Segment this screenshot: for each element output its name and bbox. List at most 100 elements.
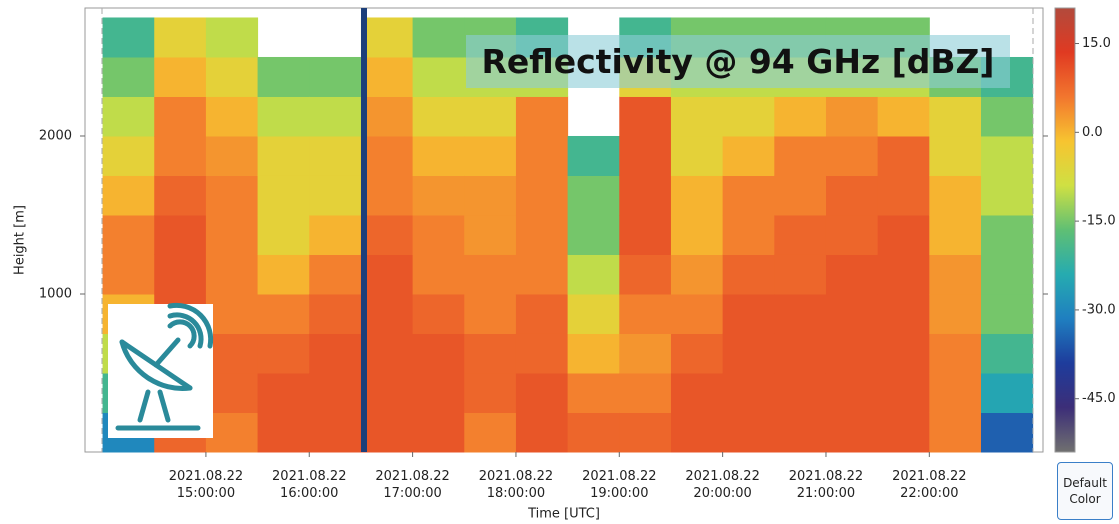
heatmap-cell [825, 412, 879, 453]
heatmap-cell [412, 214, 465, 255]
heatmap-cell [309, 412, 362, 453]
heatmap-cell [102, 96, 155, 137]
heatmap-cell [619, 293, 672, 334]
colorbar-tick-label: -45.0 [1082, 391, 1116, 406]
heatmap-cell [360, 254, 414, 295]
heatmap-cell [515, 372, 569, 413]
heatmap-cell [722, 293, 775, 334]
heatmap-cell [464, 96, 517, 137]
heatmap-cell [929, 293, 982, 334]
heatmap-cell [464, 293, 517, 334]
x-tick-label: 2021.08.22 18:00:00 [478, 469, 554, 501]
heatmap-cell [774, 175, 827, 216]
heatmap-cell [929, 96, 982, 137]
heatmap-cell [929, 412, 982, 453]
heatmap-cell [464, 412, 517, 453]
heatmap-cell [257, 333, 310, 374]
heatmap-cell [877, 214, 930, 255]
heatmap-cell [670, 412, 724, 453]
heatmap-cell [257, 214, 310, 255]
heatmap-cell [309, 254, 362, 295]
heatmap-cell [670, 135, 724, 176]
heatmap-cell [670, 254, 724, 295]
heatmap-cell [515, 175, 569, 216]
heatmap-cell [567, 254, 620, 295]
heatmap-cell [205, 17, 259, 58]
heatmap-cell [619, 214, 672, 255]
heatmap-cell [464, 254, 517, 295]
heatmap-cell [257, 96, 310, 137]
heatmap-cell [774, 214, 827, 255]
x-tick-label: 2021.08.22 17:00:00 [375, 469, 450, 501]
heatmap-cell [257, 135, 310, 176]
heatmap-cell [360, 96, 414, 137]
heatmap-cell [722, 333, 775, 374]
heatmap-cell [360, 175, 414, 216]
x-tick-label: 2021.08.22 15:00:00 [168, 469, 244, 501]
heatmap-cell [412, 135, 465, 176]
heatmap-cell [619, 175, 672, 216]
heatmap-cell [567, 135, 620, 176]
heatmap-cell [309, 56, 362, 97]
heatmap-cell [825, 214, 879, 255]
heatmap-cell [825, 96, 879, 137]
heatmap-cell [205, 56, 259, 97]
heatmap-cell [257, 254, 310, 295]
radar-icon [108, 302, 214, 438]
heatmap-cell [877, 96, 930, 137]
colorbar-tick-label: 15.0 [1082, 36, 1111, 51]
heatmap-cell [205, 333, 259, 374]
heatmap-cell [515, 214, 569, 255]
heatmap-cell [774, 135, 827, 176]
heatmap-cell [825, 333, 879, 374]
heatmap-cell [515, 293, 569, 334]
heatmap-cell [205, 412, 259, 453]
heatmap-cell [774, 412, 827, 453]
heatmap-cell [412, 333, 465, 374]
heatmap-cell [929, 214, 982, 255]
heatmap-cell [567, 293, 620, 334]
heatmap-cell [309, 135, 362, 176]
heatmap-cell [670, 175, 724, 216]
heatmap-cell [774, 372, 827, 413]
heatmap-cell [619, 372, 672, 413]
heatmap-cell [929, 333, 982, 374]
heatmap-cell [619, 254, 672, 295]
heatmap-cell [877, 254, 930, 295]
heatmap-cell [360, 333, 414, 374]
heatmap-cell [360, 293, 414, 334]
x-axis-label: Time [UTC] [527, 507, 600, 522]
heatmap-cell [309, 372, 362, 413]
heatmap-cell [154, 214, 207, 255]
heatmap-cell [980, 333, 1034, 374]
heatmap-cell [774, 333, 827, 374]
heatmap-cell [205, 254, 259, 295]
heatmap-cell [980, 96, 1034, 137]
heatmap-cell [877, 175, 930, 216]
heatmap-cell [670, 333, 724, 374]
x-tick-label: 2021.08.22 22:00:00 [892, 469, 967, 501]
x-tick-label: 2021.08.22 16:00:00 [272, 469, 347, 501]
heatmap-cell [929, 254, 982, 295]
heatmap-cell [825, 175, 879, 216]
x-tick-label: 2021.08.22 20:00:00 [685, 469, 760, 501]
heatmap-cell [257, 412, 310, 453]
heatmap-cell [464, 175, 517, 216]
heatmap-cell [722, 175, 775, 216]
heatmap-cell [360, 214, 414, 255]
heatmap-cell [825, 135, 879, 176]
heatmap-cell [980, 293, 1034, 334]
heatmap-cell [464, 372, 517, 413]
heatmap-cell [567, 333, 620, 374]
heatmap-cell [619, 412, 672, 453]
heatmap-cell [825, 254, 879, 295]
heatmap-cell [154, 56, 207, 97]
default-color-button[interactable]: Default Color [1057, 462, 1113, 520]
heatmap-cell [154, 96, 207, 137]
heatmap-cell [464, 333, 517, 374]
heatmap-cell [412, 372, 465, 413]
heatmap-cell [257, 372, 310, 413]
heatmap-cell [619, 333, 672, 374]
colorbar [1054, 7, 1076, 453]
